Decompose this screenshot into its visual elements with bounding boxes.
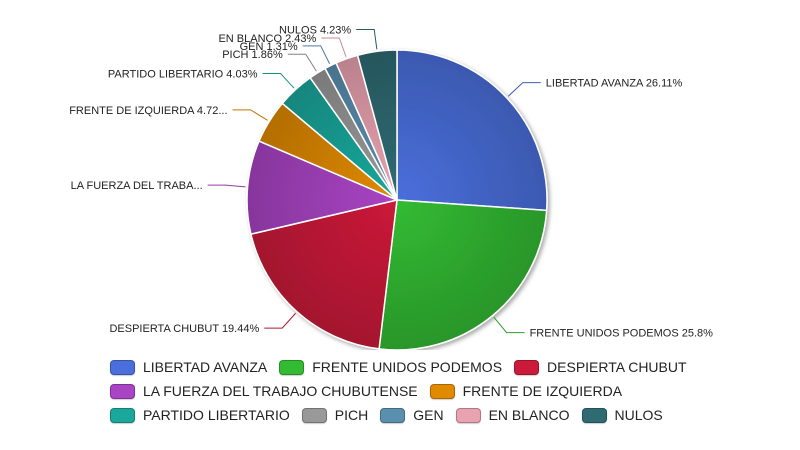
- leader-line-partido-libertario: [262, 72, 295, 89]
- legend-swatch: [279, 359, 305, 375]
- legend-swatch: [514, 359, 540, 375]
- legend-item-en-blanco[interactable]: EN BLANCO: [455, 407, 570, 423]
- slice-label-partido-libertario: PARTIDO LIBERTARIO 4.03%: [108, 68, 258, 80]
- leader-line-gen: [302, 45, 331, 64]
- legend-swatch: [455, 407, 481, 423]
- legend-row: LIBERTAD AVANZA FRENTE UNIDOS PODEMOS DESP…: [110, 355, 750, 379]
- legend-item-la-fuerza-del-trabajo-chubutense[interactable]: LA FUERZA DEL TRABAJO CHUBUTENSE: [110, 383, 418, 399]
- legend-row: LA FUERZA DEL TRABAJO CHUBUTENSE FRENTE D…: [110, 379, 750, 403]
- legend-swatch: [380, 407, 406, 423]
- legend-label: LA FUERZA DEL TRABAJO CHUBUTENSE: [143, 383, 418, 399]
- legend-item-frente-de-izquierda[interactable]: FRENTE DE IZQUIERDA: [429, 383, 623, 399]
- legend-label: DESPIERTA CHUBUT: [547, 359, 687, 375]
- legend-label: FRENTE DE IZQUIERDA: [462, 383, 623, 399]
- leader-line-en-blanco: [321, 37, 347, 57]
- legend-label: LIBERTAD AVANZA: [143, 359, 268, 375]
- legend-item-gen[interactable]: GEN: [380, 407, 444, 423]
- slice-label-en-blanco: EN BLANCO 2.43%: [218, 33, 316, 45]
- slice-label-frente-unidos-podemos: FRENTE UNIDOS PODEMOS 25.8%: [530, 328, 714, 340]
- leader-line-nulos: [356, 29, 378, 50]
- legend-label: EN BLANCO: [488, 407, 570, 423]
- pie-slice-frente-unidos-podemos[interactable]: [378, 199, 548, 350]
- legend-swatch: [110, 407, 135, 423]
- pie-slice-libertad-avanza[interactable]: [396, 49, 548, 212]
- legend-item-libertad-avanza[interactable]: LIBERTAD AVANZA: [110, 359, 267, 375]
- legend-label: PARTIDO LIBERTARIO: [143, 407, 290, 423]
- slice-label-nulos: NULOS 4.23%: [279, 25, 351, 37]
- legend-row: PARTIDO LIBERTARIO PICH GEN EN BLANCO NULOS: [110, 403, 750, 427]
- slice-label-pich: PICH 1.86%: [222, 49, 283, 61]
- legend-item-nulos[interactable]: NULOS: [581, 407, 663, 423]
- pie-slice-nulos[interactable]: [356, 49, 398, 201]
- slice-label-gen: GEN 1.31%: [240, 41, 298, 53]
- legend-item-despierta-chubut[interactable]: DESPIERTA CHUBUT: [514, 359, 687, 375]
- leader-line-frente-unidos-podemos: [493, 316, 525, 334]
- slice-label-libertad-avanza: LIBERTAD AVANZA 26.11%: [546, 78, 683, 90]
- legend-label: NULOS: [614, 407, 663, 423]
- leader-line-la-fuerza-del-trabajo-chubutense: [207, 184, 246, 188]
- legend-item-frente-unidos-podemos[interactable]: FRENTE UNIDOS PODEMOS: [279, 359, 502, 375]
- legend-swatch: [301, 407, 327, 423]
- legend-label: PICH: [334, 407, 369, 423]
- leader-line-libertad-avanza: [507, 82, 541, 97]
- pie-slice-despierta-chubut[interactable]: [250, 199, 398, 350]
- legend-swatch: [110, 383, 135, 399]
- leader-line-pich: [287, 53, 317, 72]
- slice-label-frente-de-izquierda: FRENTE DE IZQUIERDA 4.72...: [69, 105, 227, 117]
- legend-label: FRENTE UNIDOS PODEMOS: [312, 359, 503, 375]
- leader-line-despierta-chubut: [264, 312, 296, 329]
- slice-label-la-fuerza-del-trabajo-chubutense: LA FUERZA DEL TRABA...: [71, 180, 203, 192]
- leader-line-frente-de-izquierda: [232, 109, 268, 121]
- legend-item-partido-libertario[interactable]: PARTIDO LIBERTARIO: [110, 407, 290, 423]
- legend-swatch: [429, 383, 455, 399]
- legend-item-pich[interactable]: PICH: [301, 407, 369, 423]
- legend-label: GEN: [413, 407, 444, 423]
- legend-swatch: [110, 359, 135, 375]
- legend-swatch: [581, 407, 607, 423]
- pie-chart: LIBERTAD AVANZA 26.11% FRENTE UNIDOS PODE…: [69, 25, 714, 350]
- chart-legend: LIBERTAD AVANZA FRENTE UNIDOS PODEMOS DESP…: [110, 355, 750, 427]
- slice-label-despierta-chubut: DESPIERTA CHUBUT 19.44%: [109, 323, 259, 335]
- pie-slice-la-fuerza-del-trabajo-chubutense[interactable]: [246, 140, 400, 236]
